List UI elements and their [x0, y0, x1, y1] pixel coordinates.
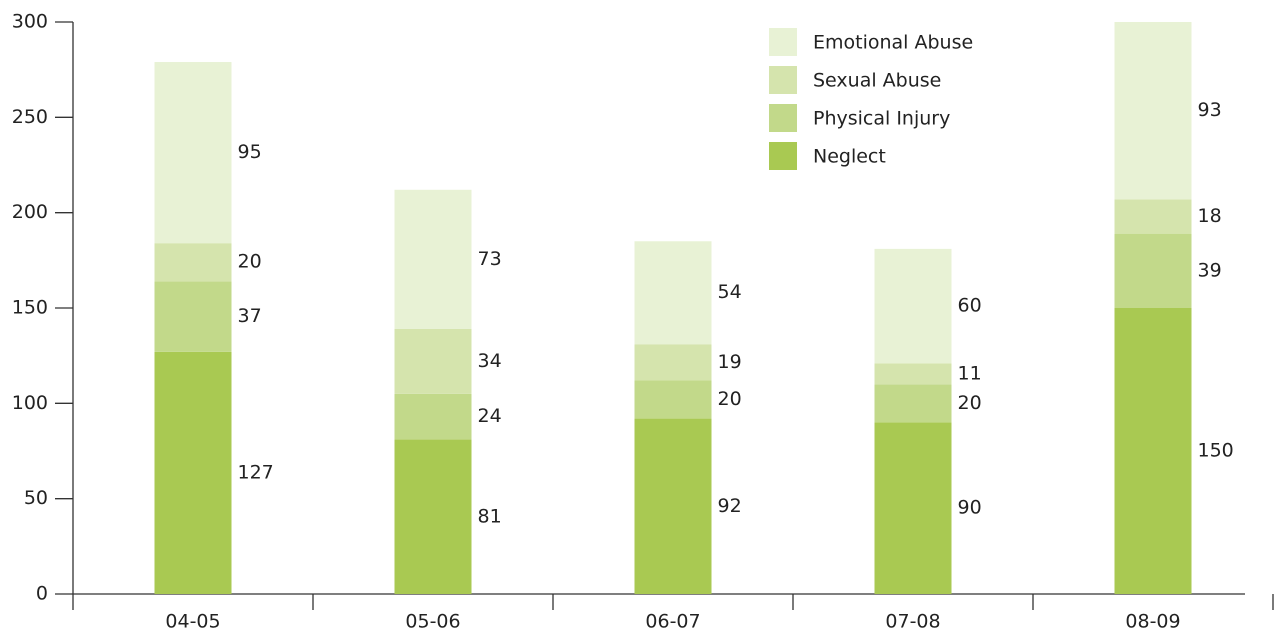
legend-swatch	[769, 104, 797, 132]
bar-segment	[1114, 199, 1192, 234]
value-label: 24	[478, 405, 502, 427]
bar-segment	[154, 351, 232, 594]
value-label: 95	[238, 141, 262, 163]
bar-segment	[874, 422, 952, 594]
value-label: 11	[958, 362, 982, 384]
x-tick-label: 08-09	[1125, 611, 1180, 633]
bar-segment	[394, 439, 472, 594]
value-label: 81	[478, 505, 502, 527]
bar-segment	[394, 328, 472, 394]
bar-segment	[634, 241, 712, 345]
bar-segment	[1114, 233, 1192, 308]
legend-label: Physical Injury	[813, 108, 950, 130]
bar-segment	[154, 281, 232, 352]
bar-segment	[634, 380, 712, 419]
value-label: 92	[718, 495, 742, 517]
legend-swatch	[769, 28, 797, 56]
value-label: 93	[1198, 99, 1222, 121]
bar-segment	[154, 62, 232, 244]
y-tick-label: 200	[12, 201, 48, 223]
legend-label: Emotional Abuse	[813, 32, 973, 54]
bar-segment	[634, 344, 712, 381]
bar-segment	[154, 243, 232, 282]
bar-segment	[1114, 22, 1192, 200]
y-tick-label: 250	[12, 106, 48, 128]
value-label: 20	[718, 388, 742, 410]
value-label: 20	[958, 392, 982, 414]
bar-segment	[874, 363, 952, 385]
x-tick-label: 04-05	[165, 611, 220, 633]
y-tick-label: 50	[24, 487, 48, 509]
bar-segment	[874, 384, 952, 423]
value-label: 60	[958, 295, 982, 317]
bar-segment	[394, 393, 472, 440]
y-tick-label: 300	[12, 11, 48, 33]
legend-swatch	[769, 142, 797, 170]
value-label: 18	[1198, 205, 1222, 227]
value-label: 54	[718, 281, 742, 303]
value-label: 20	[238, 251, 262, 273]
x-tick-label: 07-08	[885, 611, 940, 633]
legend-label: Neglect	[813, 146, 886, 168]
value-label: 127	[238, 461, 274, 483]
bar-segment	[394, 189, 472, 329]
value-label: 39	[1198, 259, 1222, 281]
x-tick-label: 06-07	[645, 611, 700, 633]
value-label: 150	[1198, 440, 1234, 462]
value-label: 90	[958, 497, 982, 519]
bar-segment	[634, 418, 712, 594]
bar-segment	[1114, 308, 1192, 594]
y-tick-label: 0	[36, 583, 48, 605]
legend-label: Sexual Abuse	[813, 70, 941, 92]
value-label: 37	[238, 305, 262, 327]
bar-segment	[874, 248, 952, 364]
y-tick-label: 100	[12, 392, 48, 414]
value-label: 34	[478, 350, 502, 372]
value-label: 73	[478, 248, 502, 270]
value-label: 19	[718, 351, 742, 373]
y-tick-label: 150	[12, 297, 48, 319]
legend-swatch	[769, 66, 797, 94]
x-tick-label: 05-06	[405, 611, 460, 633]
